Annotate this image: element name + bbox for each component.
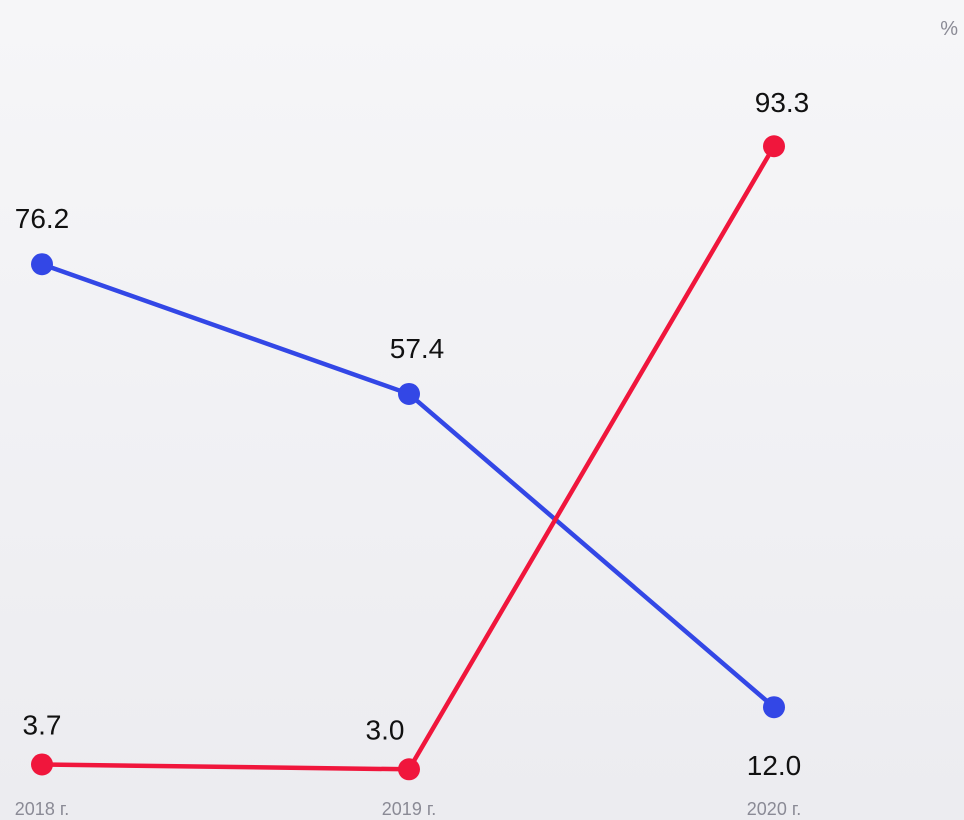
- data-point-1-1: [398, 758, 420, 781]
- x-tick-label-2: 2020 г.: [747, 799, 801, 819]
- data-point-0-0: [31, 253, 53, 276]
- x-tick-label-0: 2018 г.: [15, 799, 69, 819]
- data-label-0-1: 57.4: [390, 333, 445, 364]
- data-point-0-1: [398, 382, 420, 405]
- series-0: 76.2 57.4 12.0: [15, 203, 802, 781]
- x-axis-ticks: 2018 г. 2019 г. 2020 г.: [15, 799, 801, 819]
- data-point-1-0: [31, 753, 53, 776]
- data-point-1-2: [763, 135, 785, 158]
- data-label-1-1: 3.0: [366, 714, 405, 745]
- unit-label: %: [940, 18, 958, 40]
- data-label-1-0: 3.7: [23, 709, 62, 740]
- data-point-0-2: [763, 696, 785, 719]
- series-line-1: [39, 143, 777, 772]
- series-1: 3.7 3.0 93.3: [23, 87, 810, 781]
- data-label-0-0: 76.2: [15, 203, 70, 234]
- data-label-1-2: 93.3: [755, 87, 810, 118]
- data-label-0-2: 12.0: [747, 750, 802, 781]
- x-tick-label-1: 2019 г.: [382, 799, 436, 819]
